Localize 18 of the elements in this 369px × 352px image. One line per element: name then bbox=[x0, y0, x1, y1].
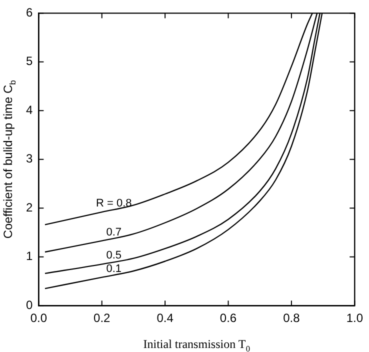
x-tick-label: 0.0 bbox=[30, 311, 48, 326]
y-tick-label: 0 bbox=[26, 298, 33, 312]
series-label: 0.1 bbox=[106, 262, 122, 275]
y-tick-label: 1 bbox=[26, 249, 33, 264]
x-tick-label: 0.4 bbox=[156, 311, 174, 326]
y-tick-label: 6 bbox=[26, 6, 33, 20]
y-tick-label: 3 bbox=[26, 152, 33, 166]
x-tick-label: 0.8 bbox=[283, 311, 300, 326]
x-tick-label: 1.0 bbox=[346, 311, 364, 326]
series-label: 0.5 bbox=[106, 250, 122, 262]
x-tick-label: 0.6 bbox=[220, 311, 237, 326]
y-tick-label: 4 bbox=[26, 102, 33, 117]
series-label: R = 0.8 bbox=[96, 198, 132, 210]
series-label: 0.7 bbox=[106, 226, 122, 238]
y-tick-label: 2 bbox=[26, 200, 33, 214]
x-tick-label: 0.2 bbox=[94, 311, 111, 326]
y-tick-label: 5 bbox=[26, 54, 33, 68]
y-axis-title: Coefficient of bulid-up time Cb bbox=[1, 80, 18, 239]
